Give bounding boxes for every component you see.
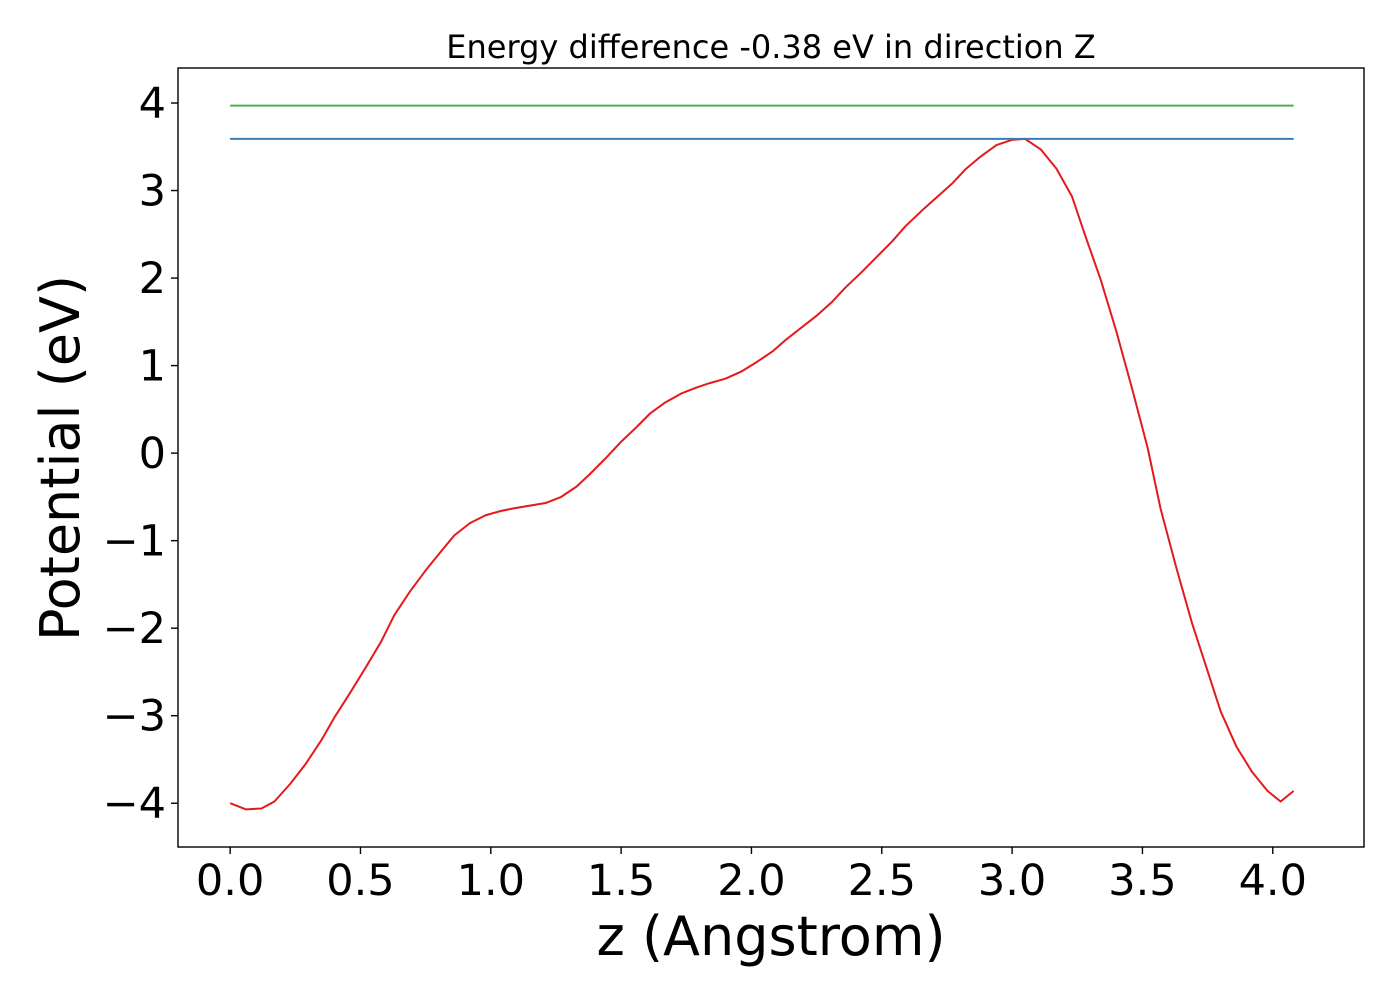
y-tick-label: 0 <box>139 429 166 479</box>
y-tick-label: 2 <box>139 254 166 304</box>
x-tick-label: 1.5 <box>587 856 655 906</box>
y-tick-label: −3 <box>103 692 166 742</box>
x-tick-label: 4.0 <box>1239 856 1307 906</box>
series-line-1 <box>229 137 1295 811</box>
series-layer <box>229 104 1295 811</box>
y-tick-label: −2 <box>103 604 166 654</box>
y-tick-label: 1 <box>139 342 166 392</box>
y-axis-title: Potential (eV) <box>29 275 92 641</box>
x-tick-label: 1.0 <box>457 856 525 906</box>
x-tick-label: 2.5 <box>848 856 916 906</box>
x-tick-label: 0.0 <box>196 856 264 906</box>
x-axis: 0.0 0.5 1.0 1.5 2.0 2.5 3.0 3.5 4.0 <box>196 847 1307 906</box>
plot-frame <box>177 67 1365 848</box>
y-tick-label: 3 <box>139 167 166 217</box>
x-tick-label: 2.0 <box>717 856 785 906</box>
y-tick-label: −1 <box>103 517 166 567</box>
y-tick-label: 4 <box>139 79 166 129</box>
x-tick-label: 0.5 <box>326 856 394 906</box>
y-axis: 4 3 2 1 0 −1 −2 −3 −4 <box>103 79 178 829</box>
x-tick-label: 3.5 <box>1108 856 1176 906</box>
chart-title: Energy difference -0.38 eV in direction … <box>446 28 1095 66</box>
x-tick-label: 3.0 <box>978 856 1046 906</box>
x-axis-title: z (Angstrom) <box>596 905 945 968</box>
y-tick-label: −4 <box>103 779 166 829</box>
